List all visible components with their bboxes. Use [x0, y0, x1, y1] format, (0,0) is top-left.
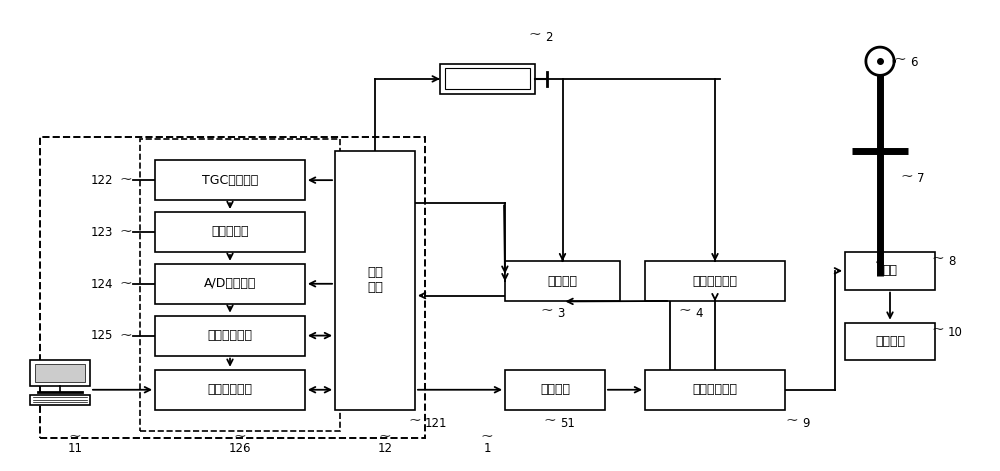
Text: 4: 4 [695, 307, 702, 320]
Bar [155, 316, 305, 356]
Text: 122: 122 [90, 174, 113, 187]
Bar [35, 364, 85, 382]
Text: ~: ~ [932, 252, 944, 266]
Text: ~: ~ [379, 430, 391, 444]
Text: ~: ~ [786, 414, 798, 429]
Text: 数据缓存单元: 数据缓存单元 [207, 329, 252, 342]
Text: ~: ~ [544, 414, 556, 429]
Text: 物镜: 物镜 [883, 264, 898, 277]
Text: 三维扫描平台: 三维扫描平台 [693, 383, 738, 396]
Bar [155, 160, 305, 200]
Text: 51: 51 [560, 417, 575, 430]
Text: ~: ~ [894, 53, 906, 67]
Text: ~: ~ [234, 430, 246, 444]
Text: ~: ~ [529, 28, 541, 42]
Bar [155, 370, 305, 410]
Text: 数据传输单元: 数据传输单元 [207, 383, 252, 396]
Text: ~: ~ [120, 173, 132, 187]
Text: ~: ~ [69, 430, 81, 444]
Text: 预滤波单元: 预滤波单元 [211, 226, 249, 238]
Text: TGC放大单元: TGC放大单元 [202, 174, 258, 187]
Text: ~: ~ [409, 414, 421, 429]
Bar [645, 370, 785, 410]
Text: 8: 8 [948, 255, 955, 268]
Text: 6: 6 [910, 56, 918, 69]
Text: ~: ~ [932, 323, 944, 337]
Bar [440, 64, 535, 94]
Text: ~: ~ [120, 277, 132, 291]
Text: 步进电机: 步进电机 [540, 383, 570, 396]
Text: 125: 125 [91, 329, 113, 342]
Text: 红外测距装置: 红外测距装置 [693, 275, 738, 288]
Text: ~: ~ [679, 304, 691, 318]
Text: 126: 126 [229, 442, 251, 455]
Text: ~: ~ [901, 170, 913, 184]
Text: 123: 123 [91, 226, 113, 239]
Text: 11: 11 [68, 442, 82, 455]
Text: ~: ~ [541, 304, 553, 318]
Text: ~: ~ [120, 225, 132, 239]
Bar [335, 151, 415, 410]
Bar [30, 395, 90, 405]
Bar [140, 139, 340, 431]
Bar [505, 370, 605, 410]
Bar [30, 360, 90, 386]
Text: 待测组织: 待测组织 [875, 335, 905, 348]
Text: ~: ~ [120, 329, 132, 343]
Bar [155, 212, 305, 252]
Bar [645, 261, 785, 301]
Bar [845, 323, 935, 360]
Text: ~: ~ [481, 430, 493, 444]
Text: 2: 2 [545, 31, 552, 44]
Text: 主控
电路: 主控 电路 [367, 266, 383, 294]
Text: 9: 9 [802, 417, 810, 430]
Bar [445, 68, 530, 89]
Bar [155, 264, 305, 304]
Text: 3: 3 [557, 307, 564, 320]
Text: 1: 1 [483, 442, 491, 455]
Bar [845, 252, 935, 290]
Text: 7: 7 [917, 172, 924, 186]
Text: 10: 10 [948, 325, 963, 339]
Bar [505, 261, 620, 301]
Text: 超声探头: 超声探头 [548, 275, 578, 288]
Text: A/D转换单元: A/D转换单元 [204, 277, 256, 290]
Text: 121: 121 [425, 417, 448, 430]
Text: 12: 12 [378, 442, 392, 455]
Text: 124: 124 [90, 277, 113, 291]
Bar [40, 137, 425, 438]
